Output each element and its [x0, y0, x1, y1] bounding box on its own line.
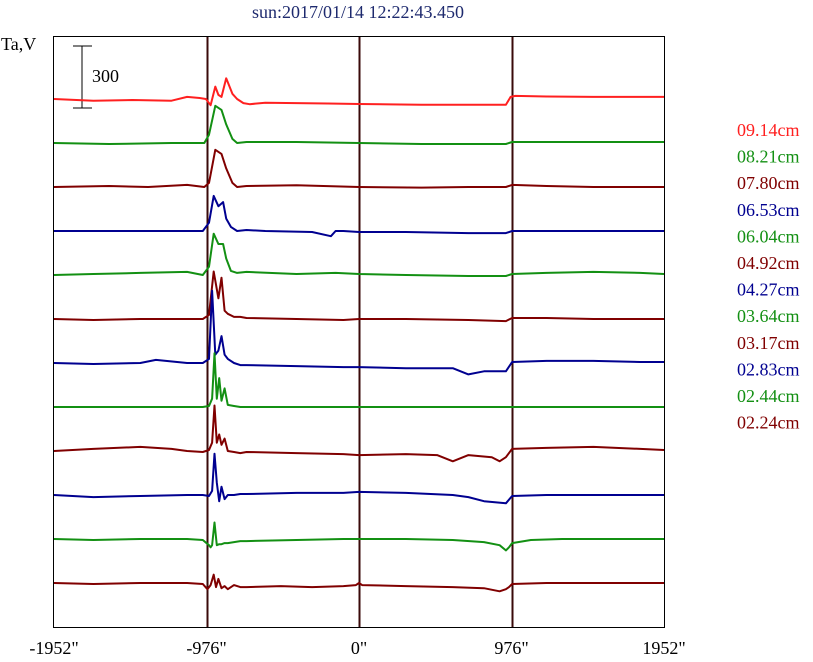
trace-02.24cm — [53, 573, 664, 593]
scale-bar: 300 — [73, 45, 119, 109]
legend: 09.14cm 08.21cm 07.80cm 06.53cm 06.04cm 04.92… — [737, 120, 800, 433]
scale-bar-label: 300 — [92, 66, 119, 86]
trace-04.92cm — [53, 270, 664, 323]
x-tick-label-1: -976" — [186, 638, 226, 658]
trace-07.80cm — [53, 148, 664, 189]
legend-entry-08.21cm: 08.21cm — [737, 147, 800, 167]
legend-entry-02.44cm: 02.44cm — [737, 386, 800, 406]
legend-entry-06.04cm: 06.04cm — [737, 226, 800, 246]
trace-06.04cm — [53, 232, 665, 277]
legend-entry-02.24cm: 02.24cm — [737, 413, 800, 433]
x-tick-label-4: 1952" — [642, 638, 685, 658]
legend-entry-04.27cm: 04.27cm — [737, 280, 800, 300]
trace-02.83cm — [53, 452, 664, 505]
legend-entry-03.17cm: 03.17cm — [737, 333, 800, 353]
x-tick-labels: -1952" -976" 0" 976" 1952" — [29, 638, 685, 658]
trace-06.53cm — [54, 194, 664, 238]
legend-entry-04.92cm: 04.92cm — [737, 253, 800, 273]
x-tick-label-2: 0" — [351, 638, 367, 658]
y-axis-label: Ta,V — [1, 34, 36, 54]
trace-03.17cm — [53, 404, 665, 463]
legend-entry-03.64cm: 03.64cm — [737, 306, 800, 326]
trace-03.64cm — [54, 352, 664, 408]
trace-04.27cm — [53, 289, 664, 376]
legend-entry-06.53cm: 06.53cm — [737, 200, 800, 220]
plot-frame — [53, 36, 665, 628]
x-tick-label-0: -1952" — [29, 638, 78, 658]
trace-02.44cm — [53, 521, 664, 552]
x-tick-label-3: 976" — [494, 638, 528, 658]
legend-entry-09.14cm: 09.14cm — [737, 120, 800, 140]
chart-title: sun:2017/01/14 12:22:43.450 — [252, 2, 464, 22]
trace-08.21cm — [53, 104, 664, 145]
trace-09.14cm — [53, 77, 664, 107]
traces — [53, 77, 665, 593]
legend-entry-07.80cm: 07.80cm — [737, 173, 800, 193]
legend-entry-02.83cm: 02.83cm — [737, 359, 800, 379]
